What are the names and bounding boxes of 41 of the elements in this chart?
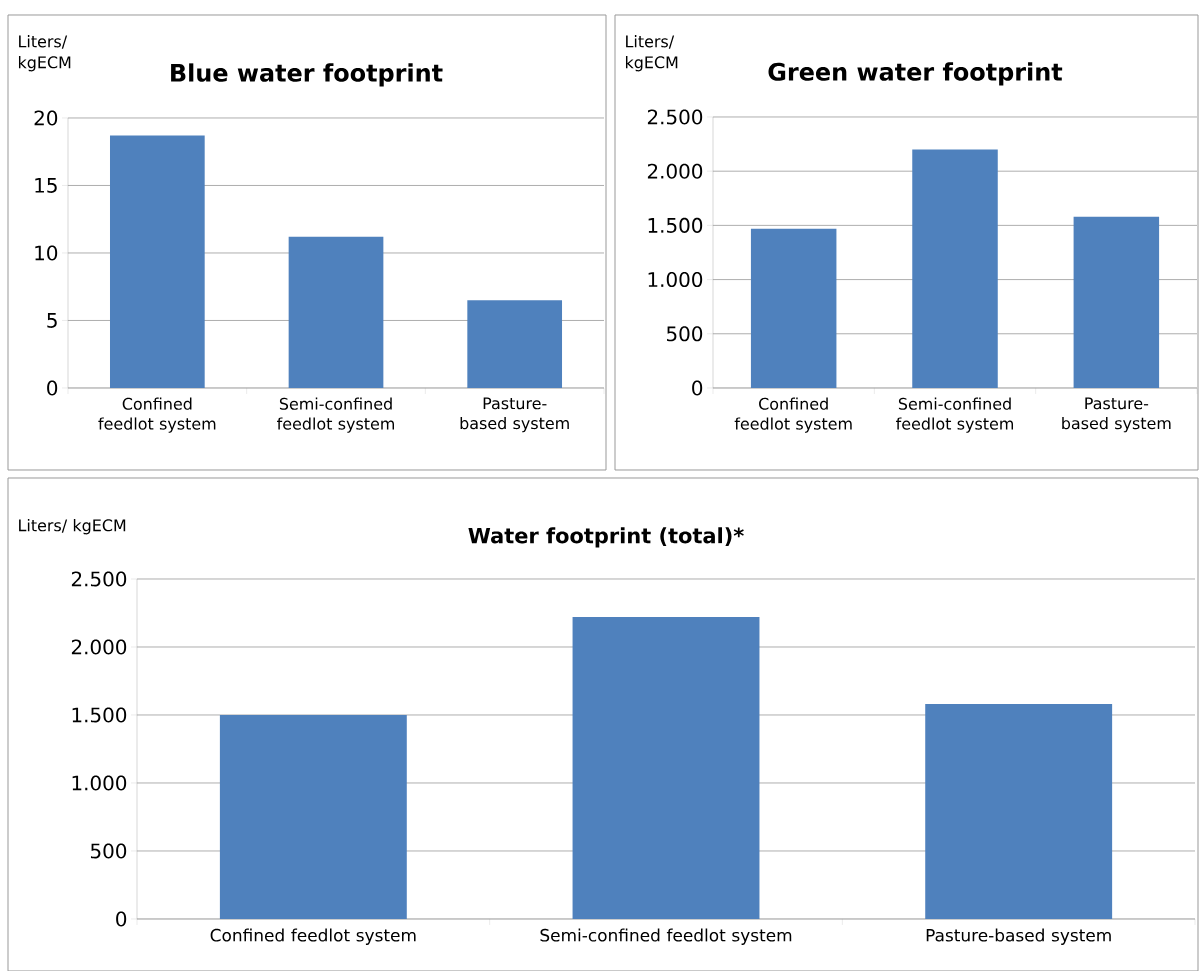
chart-title: Green water footprint [768,62,1063,86]
y-tick-label: 2.500 [71,571,127,587]
y-axis-title: Liters/ kgECM [19,518,126,535]
x-tick-label: Semi-confined feedlot system [896,397,1014,433]
y-tick-label: 1.000 [648,271,703,287]
bar [467,299,563,388]
y-tick-label: 500 [90,843,127,859]
x-tick-label: Pasture-based system [926,928,1111,945]
chart-title: Water footprint (total)* [468,527,744,548]
y-tick-label: 2.000 [71,639,127,655]
x-tick-label: Semi-confined feedlot system [277,397,394,433]
y-axis-title: Liters/ kgECM [18,34,71,72]
x-tick-label: Pasture-based system [460,397,569,433]
y-tick-label: 1.000 [72,775,127,791]
y-tick-label: 15 [35,177,57,193]
y-tick-label: 0 [116,911,127,927]
x-tick-label: Confined feedlot system [734,397,852,433]
y-tick-label: 2.000 [647,163,703,179]
y-axis-title: Liters/ kgECM [625,34,678,72]
y-tick-label: 500 [666,326,703,342]
y-tick-label: 0 [692,380,703,396]
y-tick-label: 5 [47,312,57,328]
bar [219,714,407,919]
bar [288,236,384,388]
x-tick-label: Confined feedlot system [210,928,416,945]
chart-title: Blue water footprint [171,63,443,87]
x-tick-label: Semi-confined feedlot system [540,928,792,945]
bar [1073,216,1160,388]
bar [572,616,760,919]
x-tick-label: Confined feedlot system [98,397,216,433]
y-tick-label: 20 [34,110,58,126]
y-tick-label: 1.500 [648,217,703,233]
x-tick-label: Pasture-based system [1062,397,1171,433]
y-tick-label: 2.500 [647,109,703,125]
bar [925,703,1113,919]
y-tick-label: 1.500 [72,707,127,723]
bar [912,149,998,388]
bar [750,228,837,388]
y-tick-label: 0 [47,380,58,396]
bar [109,135,205,388]
y-tick-label: 10 [35,245,58,261]
